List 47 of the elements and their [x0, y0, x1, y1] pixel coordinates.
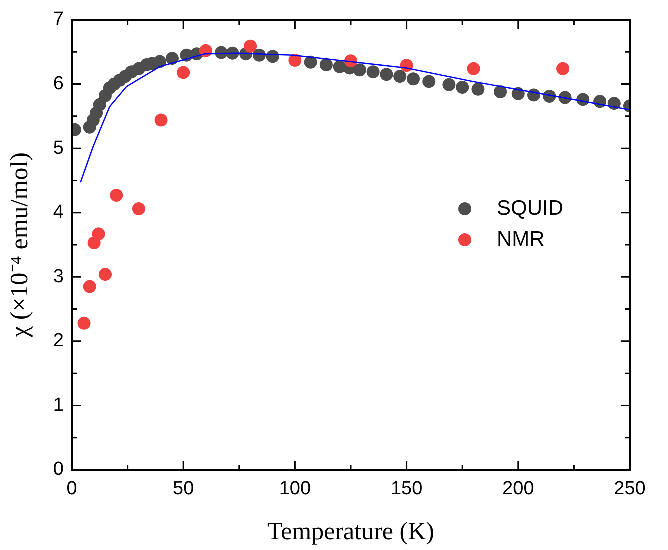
point [93, 98, 106, 112]
point [556, 62, 570, 76]
point [366, 66, 380, 79]
point [177, 66, 190, 80]
point [83, 280, 96, 294]
point [467, 62, 480, 76]
x-tick-label: 0 [66, 478, 78, 500]
y-tick-label: 2 [53, 330, 64, 352]
y-tick-label: 4 [53, 202, 64, 224]
y-tick-label: 6 [53, 74, 64, 95]
point [199, 44, 212, 58]
x-tick-label: 150 [390, 478, 423, 500]
legend-label: SQUID [497, 196, 564, 220]
point [442, 78, 456, 92]
point [456, 81, 470, 94]
point [304, 56, 318, 69]
point [153, 55, 166, 68]
legend-label: NMR [497, 228, 545, 251]
point [110, 189, 124, 202]
point [92, 228, 106, 241]
y-tick-label: 7 [53, 9, 64, 30]
x-tick-label: 200 [502, 478, 534, 500]
y-tick-label: 5 [53, 138, 64, 159]
point [353, 64, 366, 77]
x-tick-label: 100 [279, 478, 312, 500]
point [472, 82, 485, 96]
point [244, 40, 258, 53]
point [154, 114, 168, 127]
point [320, 58, 333, 72]
y-tick-label: 1 [53, 394, 64, 416]
point [512, 87, 525, 100]
point [422, 75, 436, 88]
y-tick-label: 3 [53, 266, 64, 288]
point [78, 316, 91, 330]
point [288, 54, 302, 67]
x-tick-label: 250 [614, 478, 646, 500]
point [132, 202, 146, 216]
point [98, 268, 112, 282]
y-axis-title: χ (×10⁻⁴ emu/mol) [6, 152, 34, 338]
point [494, 86, 508, 98]
x-axis-title: Temperature (K) [268, 518, 434, 546]
point [394, 70, 407, 84]
point [380, 68, 394, 82]
y-tick-label: 0 [53, 459, 64, 480]
point [166, 52, 179, 66]
x-tick-label: 50 [173, 478, 194, 500]
point [406, 72, 420, 86]
